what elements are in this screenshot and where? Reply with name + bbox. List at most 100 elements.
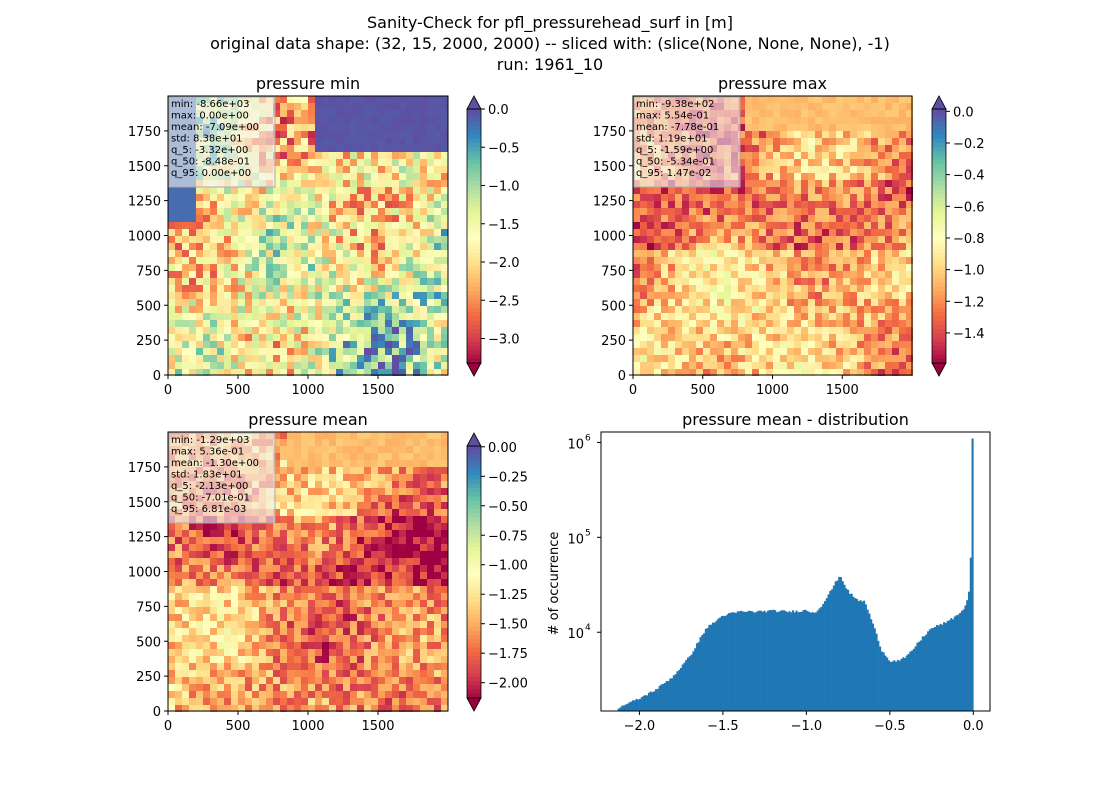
histogram-bar: [934, 626, 937, 711]
stats-line: max: 5.54e-01: [636, 111, 709, 122]
histogram-bar: [727, 613, 731, 711]
histogram-bar: [662, 683, 665, 711]
histogram-bar: [630, 701, 633, 711]
histogram-bar: [868, 613, 871, 711]
histogram-bar: [788, 611, 791, 711]
stats-line: q_5: -1.59e+00: [636, 145, 713, 156]
histogram-bar: [811, 612, 814, 711]
histogram-bar: [957, 614, 960, 711]
histogram-bar: [751, 611, 754, 711]
histogram-bar: [768, 610, 771, 711]
histogram-bar: [633, 700, 636, 711]
histogram-bar: [644, 695, 647, 711]
histogram-bar: [790, 612, 793, 711]
colorbar-tick-label: −2.00: [488, 677, 528, 692]
histogram-bar: [781, 610, 784, 711]
stats-line: min: -8.66e+03: [171, 99, 250, 110]
y-tick-exponent: 4: [585, 623, 591, 633]
histogram-bar: [967, 591, 971, 711]
y-tick-label: 1750: [128, 125, 161, 140]
histogram-bar: [678, 670, 681, 711]
histogram-bar: [726, 614, 729, 711]
histogram-bar: [813, 612, 816, 711]
histogram-bar: [752, 612, 755, 711]
histogram-bar: [895, 661, 898, 711]
histogram-bar: [891, 661, 894, 711]
y-tick-label: 750: [136, 264, 161, 279]
histogram-bar: [909, 651, 912, 711]
histogram-bar: [690, 654, 693, 711]
histogram-bar: [800, 611, 803, 711]
histogram-bar: [919, 640, 923, 711]
histogram-panel: pressure mean - distribution −2.0 −1.5 −1.0…: [547, 410, 991, 734]
stats-line: std: 8.38e+01: [171, 134, 243, 145]
histogram-bar: [928, 629, 931, 711]
colorbar-tick-label: 0.0: [953, 105, 974, 120]
histogram-bar: [882, 652, 885, 711]
colorbar-extend-top: [931, 95, 947, 110]
colorbar-tick-label: −1.5: [488, 218, 520, 233]
colorbar: 0.0 −0.2 −0.4 −0.6 −0.8 −1.0 −1.2 −1.4: [931, 95, 985, 377]
y-tick-label: 0: [153, 369, 161, 384]
y-tick-label: 1750: [593, 125, 626, 140]
histogram-bar: [694, 648, 697, 711]
stats-line: q_50: -5.34e-01: [636, 157, 715, 168]
histogram-bar: [946, 620, 949, 711]
colorbar-tick-label: −1.2: [953, 295, 985, 310]
histogram-bar: [880, 651, 883, 711]
histogram-bar: [770, 610, 773, 711]
histogram-bar: [679, 667, 683, 711]
histogram-bar: [797, 612, 800, 711]
histogram-bar: [836, 580, 839, 711]
histogram-bar: [761, 611, 764, 711]
y-tick-label: 750: [601, 264, 626, 279]
histogram-bar: [873, 628, 876, 711]
histogram-bar: [697, 642, 700, 711]
histogram-bar: [903, 658, 907, 711]
x-tick-label: 500: [226, 719, 251, 734]
y-tick-label: 0: [153, 705, 161, 720]
y-tick-label: 10: [567, 437, 584, 452]
histogram-bar: [807, 611, 811, 711]
x-tick-label: 1500: [361, 383, 394, 398]
histogram-bar: [822, 603, 825, 711]
histogram-bar: [861, 601, 864, 711]
histogram-bar: [832, 585, 835, 711]
histogram-bar: [663, 683, 667, 711]
x-tick-label: −1.5: [707, 719, 739, 734]
histogram-bar: [859, 600, 862, 711]
histogram-bar: [681, 664, 684, 711]
colorbar-tick-label: −1.0: [488, 180, 520, 195]
histogram-bar: [839, 577, 843, 711]
histogram-bar: [735, 612, 738, 711]
colorbar-extend-top: [466, 95, 482, 110]
x-tick-label: −1.0: [791, 719, 823, 734]
y-tick-label: 0: [618, 369, 626, 384]
histogram-bar: [715, 620, 718, 711]
histogram-bar: [870, 619, 873, 711]
histogram-bar: [889, 661, 892, 711]
histogram-bar: [866, 609, 869, 711]
histogram-bar: [692, 651, 695, 711]
plot-frame: [600, 431, 991, 712]
histogram-bar: [731, 612, 734, 711]
histogram-bar: [624, 704, 627, 711]
colorbar-frame: [466, 445, 482, 699]
colorbar: 0.00 −0.25 −0.50 −0.75 −1.00 −1.25 −1.50 −1.75 −…: [466, 432, 528, 712]
histogram-bar: [745, 611, 748, 711]
stats-line: std: 1.19e+01: [636, 134, 708, 145]
colorbar-tick-label: 0.0: [488, 103, 509, 118]
histogram-bar: [687, 657, 690, 711]
histogram-bar: [852, 596, 855, 711]
stats-line: max: 5.36e-01: [171, 447, 244, 458]
histogram-bar: [674, 674, 677, 711]
histogram-bar: [772, 609, 775, 711]
histogram-bar: [959, 613, 962, 711]
x-tick-label: 500: [226, 383, 251, 398]
colorbar-tick-label: −1.50: [488, 618, 528, 633]
x-tick-label: 1000: [291, 383, 324, 398]
histogram-bar: [722, 615, 725, 711]
histogram-bar: [864, 604, 867, 711]
histogram-bar: [710, 624, 713, 711]
histogram-bar: [893, 660, 896, 711]
